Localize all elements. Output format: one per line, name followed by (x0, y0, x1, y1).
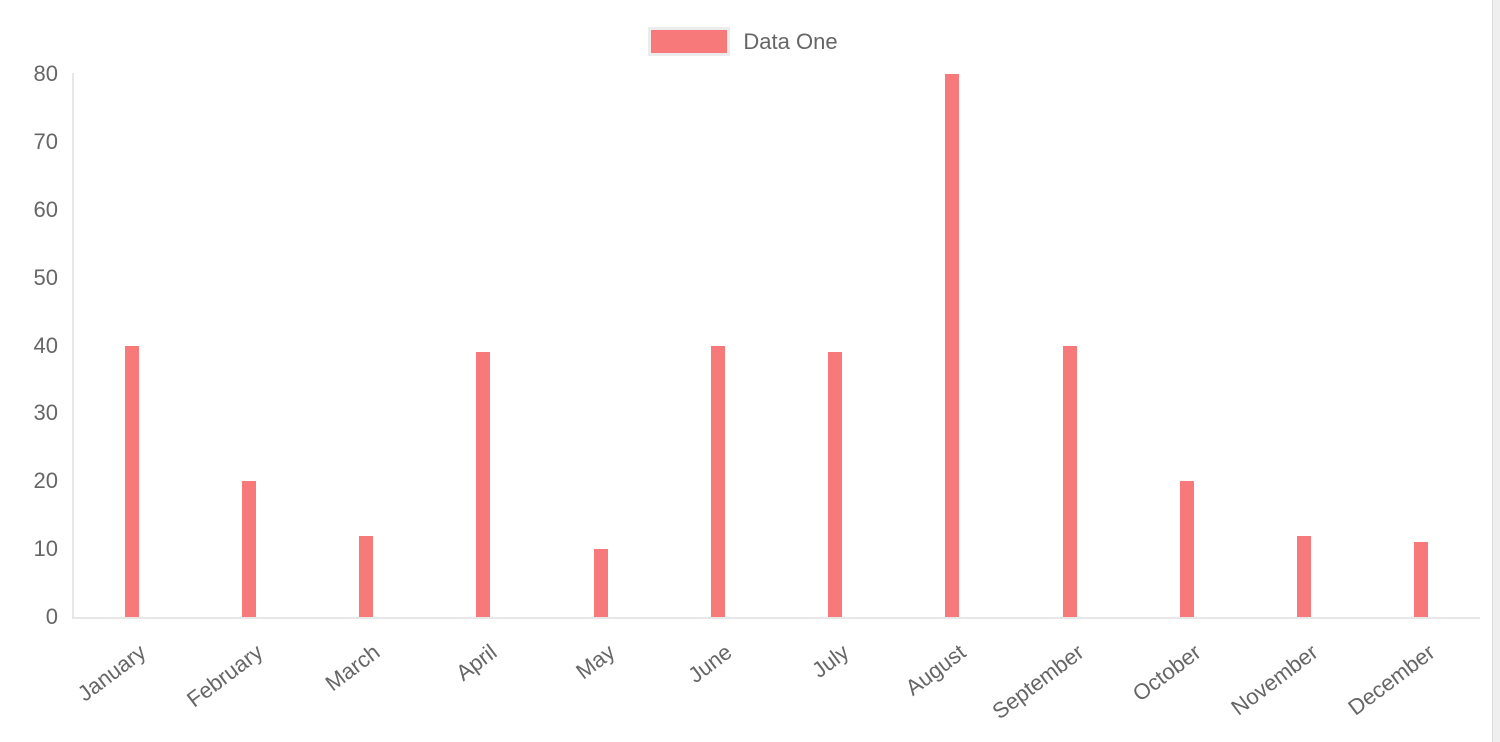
bar-june[interactable] (710, 345, 725, 617)
y-tick-label-0: 0 (45, 604, 58, 629)
y-tick-label-40: 40 (33, 332, 58, 358)
bar-december[interactable] (1414, 542, 1429, 617)
y-tick-label-30: 30 (33, 400, 58, 426)
bar-january[interactable] (124, 345, 139, 617)
legend-swatch-icon (648, 27, 731, 56)
y-axis-line (72, 73, 74, 619)
legend-item-data-one[interactable]: Data One (648, 27, 838, 56)
vertical-scrollbar[interactable] (1492, 0, 1500, 742)
bar-november[interactable] (1297, 535, 1312, 617)
bar-october[interactable] (1179, 481, 1194, 617)
legend-label: Data One (743, 29, 838, 54)
bar-may[interactable] (593, 549, 608, 617)
bar-april[interactable] (476, 352, 491, 617)
y-tick-label-60: 60 (33, 196, 58, 222)
y-tick-label-70: 70 (33, 128, 58, 154)
bar-september[interactable] (1062, 345, 1077, 617)
bar-february[interactable] (241, 481, 256, 617)
x-axis-line (72, 617, 1480, 619)
bar-march[interactable] (359, 535, 374, 617)
y-tick-label-20: 20 (33, 468, 58, 494)
bar-august[interactable] (945, 74, 960, 617)
y-tick-label-50: 50 (33, 264, 58, 290)
x-axis-label-january: January (72, 639, 151, 707)
legend: Data One (0, 27, 1486, 56)
y-tick-label-10: 10 (33, 536, 58, 562)
y-tick-label-80: 80 (33, 61, 58, 86)
bar-july[interactable] (828, 352, 843, 617)
